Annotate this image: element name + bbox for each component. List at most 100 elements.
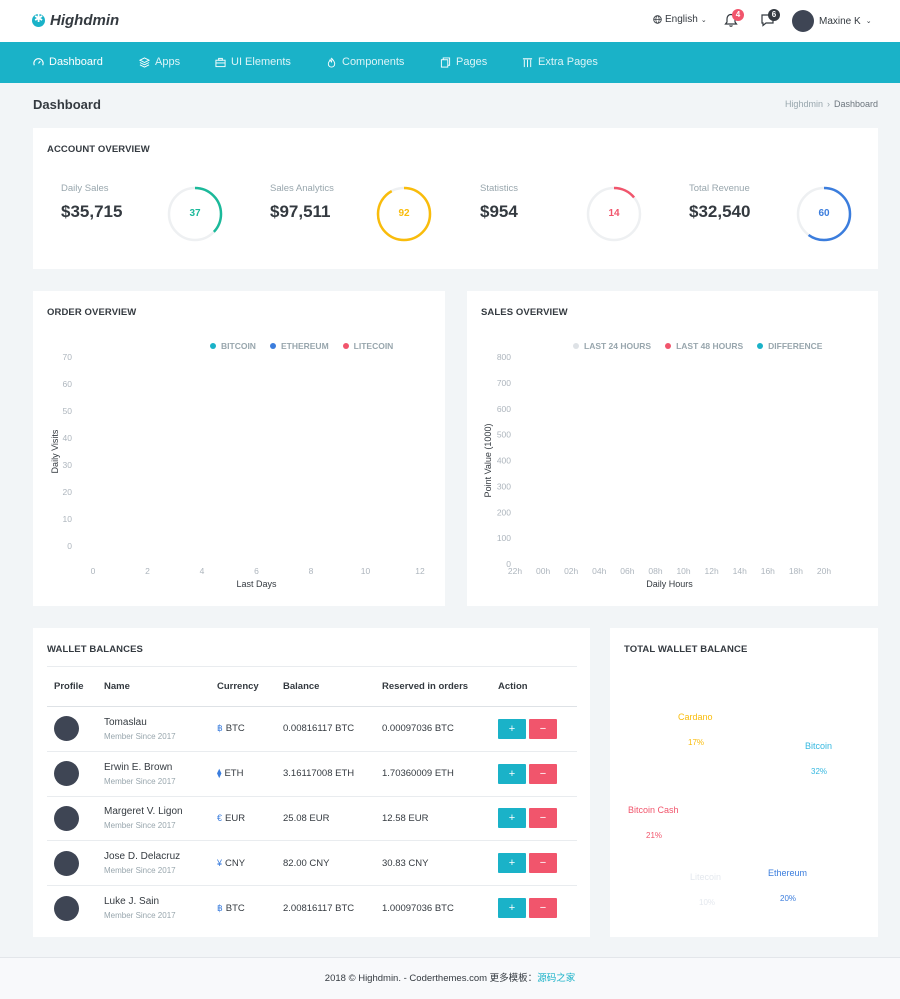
slice-percent: 20% — [780, 894, 797, 903]
nav-label: UI Elements — [231, 56, 291, 68]
layers-icon — [139, 56, 150, 68]
avatar — [54, 716, 79, 742]
stat-label: Sales Analytics — [270, 183, 334, 194]
slice-percent: 32% — [811, 767, 828, 776]
remove-button[interactable]: − — [529, 853, 557, 874]
member-since: Member Since 2017 — [104, 866, 176, 876]
user-name[interactable]: Tomaslau — [104, 716, 147, 728]
breadcrumb-current: Dashboard — [833, 99, 878, 109]
user-name[interactable]: Luke J. Sain — [104, 896, 160, 908]
nav-item-dashboard[interactable]: Dashboard — [33, 56, 103, 68]
add-button[interactable]: + — [498, 718, 526, 739]
remove-button[interactable]: − — [529, 898, 557, 919]
ring-value: 37 — [189, 208, 201, 219]
legend-item[interactable]: ETHEREUM — [269, 341, 329, 351]
x-tick-label: 14h — [733, 566, 747, 576]
x-tick-label: 10 — [361, 566, 371, 576]
y-tick-label: 800 — [497, 352, 511, 362]
y-axis-title: Daily Visits — [50, 429, 60, 473]
x-axis-title: Daily Hours — [646, 579, 693, 589]
x-tick-label: 10h — [676, 566, 690, 576]
copy-icon — [440, 56, 451, 68]
language-selector[interactable]: English ⌄ — [653, 14, 707, 25]
topbar: Highdmin English ⌄ 4 6 Maxine K ⌄ — [0, 0, 900, 42]
currency: EUR — [225, 812, 246, 824]
messages-button[interactable]: 6 — [760, 9, 780, 30]
footer-link[interactable]: 源码之家 — [537, 973, 576, 984]
legend-item[interactable]: DIFFERENCE — [757, 341, 822, 351]
add-button[interactable]: + — [498, 763, 526, 784]
progress-ring: 14 — [585, 185, 643, 243]
nav-item-components[interactable]: Components — [326, 56, 404, 68]
add-button[interactable]: + — [498, 898, 526, 919]
avatar — [54, 895, 79, 921]
sales-overview-chart: 0 100 200 300 400 500 600 700 800 22h 00h 02h 04h 06h… — [483, 352, 831, 589]
legend-swatch — [573, 343, 579, 349]
user-name[interactable]: Jose D. Delacruz — [104, 851, 181, 863]
bitcoin-icon: ฿ — [217, 902, 223, 913]
progress-ring: 60 — [795, 185, 853, 243]
y-tick-label: 100 — [497, 533, 511, 543]
legend-label: ETHEREUM — [280, 341, 329, 351]
slice-percent: 21% — [646, 831, 663, 840]
nav-item-apps[interactable]: Apps — [139, 56, 180, 68]
legend-item[interactable]: LAST 24 HOURS — [573, 341, 651, 351]
chevron-down-icon: ⌄ — [700, 16, 707, 24]
table-row: Luke J. Sain Member Since 2017 ฿ BTC 2.008… — [47, 886, 577, 931]
notifications-button[interactable]: 4 — [724, 9, 744, 31]
x-tick-label: 06h — [620, 566, 634, 576]
y-tick-label: 600 — [497, 404, 511, 414]
wallet-balances-card: WALLET BALANCES Profile Name Currency Ba… — [33, 628, 590, 937]
remove-button[interactable]: − — [529, 718, 557, 739]
currency: ETH — [224, 768, 244, 780]
balance: 25.08 EUR — [276, 796, 375, 842]
table-row: Tomaslau Member Since 2017 ฿ BTC 0.0081611… — [47, 706, 577, 752]
member-since: Member Since 2017 — [104, 821, 176, 831]
user-name[interactable]: Margeret V. Ligon — [104, 806, 183, 818]
table-header-row: Profile Name Currency Balance Reserved i… — [47, 666, 577, 707]
legend-label: LAST 48 HOURS — [676, 341, 744, 351]
remove-button[interactable]: − — [529, 808, 557, 829]
legend-item[interactable]: BITCOIN — [210, 341, 256, 351]
avatar — [54, 850, 79, 876]
currency: BTC — [225, 723, 245, 735]
nav-item-extra-pages[interactable]: Extra Pages — [522, 56, 598, 68]
progress-ring: 92 — [375, 185, 433, 243]
legend-item[interactable]: LAST 48 HOURS — [665, 341, 743, 351]
nav-item-ui-elements[interactable]: UI Elements — [215, 56, 291, 68]
y-tick-label: 700 — [497, 378, 511, 388]
nav-item-pages[interactable]: Pages — [440, 56, 487, 68]
footer-text: 2018 © Highdmin. - Coderthemes.com 更多模板： — [324, 973, 538, 984]
logo[interactable]: Highdmin — [32, 12, 119, 29]
table-row: Jose D. Delacruz Member Since 2017 ¥ CNY 8… — [47, 840, 577, 887]
chart-legend: LAST 24 HOURS LAST 48 HOURS DIFFERENCE — [573, 341, 822, 351]
x-tick-label: 12 — [415, 566, 425, 576]
breadcrumb-link[interactable]: Highdmin — [784, 99, 823, 109]
card-title: ORDER OVERVIEW — [47, 307, 137, 318]
sales-overview-card: SALES OVERVIEW LAST 24 HOURS LAST 48 HOU… — [467, 291, 878, 606]
user-avatar — [792, 10, 814, 32]
total-wallet-card: TOTAL WALLET BALANCE Cardano 17% Bitcoin… — [610, 628, 878, 937]
logo-icon — [32, 12, 45, 27]
x-tick-label: 12h — [705, 566, 719, 576]
nav-label: Components — [342, 56, 405, 68]
order-overview-card: ORDER OVERVIEW BITCOIN ETHEREUM LITECOIN… — [33, 291, 445, 606]
add-button[interactable]: + — [498, 853, 526, 874]
slice-label: Bitcoin Cash — [628, 805, 679, 815]
stat-value: $97,511 — [270, 202, 331, 221]
legend-item[interactable]: LITECOIN — [342, 341, 393, 351]
x-tick-label: 08h — [648, 566, 662, 576]
briefcase-icon — [215, 57, 226, 67]
remove-button[interactable]: − — [529, 763, 557, 784]
stat-value: $35,715 — [61, 202, 123, 221]
user-name[interactable]: Erwin E. Brown — [104, 761, 173, 773]
column-header: Profile — [47, 666, 97, 707]
user-menu[interactable]: Maxine K ⌄ — [792, 10, 872, 32]
add-button[interactable]: + — [498, 808, 526, 829]
y-axis-title: Point Value (1000) — [483, 424, 493, 498]
y-tick-label: 50 — [63, 406, 73, 416]
ring-value: 14 — [608, 208, 620, 219]
speedometer-icon — [33, 57, 44, 65]
globe-icon — [653, 15, 662, 24]
y-tick-label: 500 — [497, 430, 511, 440]
